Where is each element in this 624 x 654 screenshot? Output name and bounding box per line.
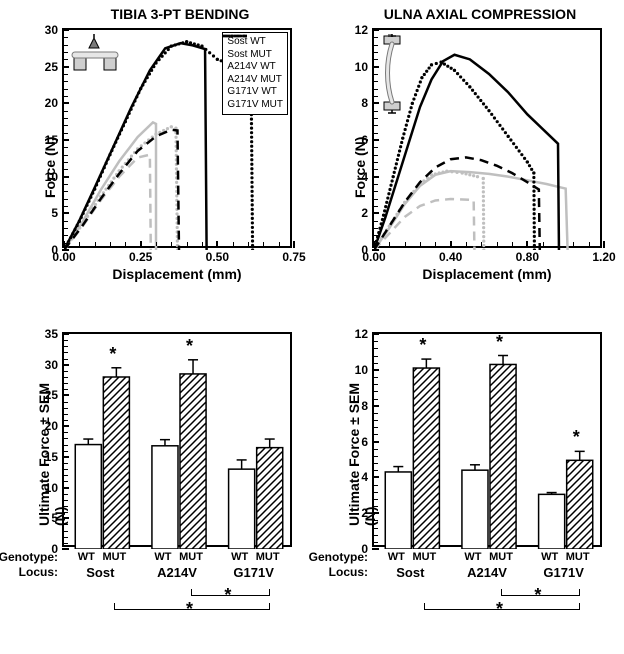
legend: Sost WTSost MUTA214V WTA214V MUTG171V WT… xyxy=(222,32,288,115)
figure-root: TIBIA 3-PT BENDING Sost WTSost MUTA214V … xyxy=(0,0,624,654)
sig-star: * xyxy=(109,344,116,365)
bar-label: WT xyxy=(148,551,178,563)
title-ulna: ULNA AXIAL COMPRESSION xyxy=(360,6,600,22)
bar-label: WT xyxy=(71,551,101,563)
bar-ulna: 024681012 xyxy=(372,332,602,547)
sig-bracket-star: * xyxy=(186,599,193,620)
xlabel-ulna: Displacement (mm) xyxy=(372,266,602,282)
bar-label: MUT xyxy=(486,551,516,563)
locus-label: A214V xyxy=(142,565,212,580)
bar-tibia: 05101520253035 xyxy=(62,332,292,547)
bar-label: MUT xyxy=(563,551,593,563)
locus-label: Sost xyxy=(375,565,445,580)
legend-label: Sost MUT xyxy=(227,49,271,62)
ylabel-ulna: Force (N) xyxy=(352,78,368,198)
bar-label: MUT xyxy=(99,551,129,563)
tibia-icon xyxy=(68,34,122,74)
bar-label: WT xyxy=(381,551,411,563)
sig-bracket-star: * xyxy=(496,599,503,620)
legend-row: A214V MUT xyxy=(227,74,283,87)
legend-label: A214V MUT xyxy=(227,74,281,87)
chart-tibia: Sost WTSost MUTA214V WTA214V MUTG171V WT… xyxy=(62,28,292,248)
ylabel-bar-ulna: Ultimate Force ± SEM (N) xyxy=(346,366,378,526)
locus-label: A214V xyxy=(452,565,522,580)
locus-label: G171V xyxy=(529,565,599,580)
sig-star: * xyxy=(186,336,193,357)
legend-label: G171V WT xyxy=(227,86,276,99)
bar-label: WT xyxy=(535,551,565,563)
legend-row: G171V MUT xyxy=(227,99,283,112)
bar-label: MUT xyxy=(409,551,439,563)
sig-star: * xyxy=(419,335,426,356)
chart-ulna: 0246810120.000.400.801.20 xyxy=(372,28,602,248)
row-label-genotype-l: Genotype: xyxy=(0,551,58,564)
legend-label: A214V WT xyxy=(227,61,275,74)
bar-label: MUT xyxy=(253,551,283,563)
legend-label: G171V MUT xyxy=(227,99,283,112)
bar-tibia-svg xyxy=(64,334,294,549)
bar-label: MUT xyxy=(176,551,206,563)
legend-row: A214V WT xyxy=(227,61,283,74)
title-tibia: TIBIA 3-PT BENDING xyxy=(70,6,290,22)
ylabel-tibia: Force (N) xyxy=(42,78,58,198)
legend-row: Sost MUT xyxy=(227,49,283,62)
locus-label: Sost xyxy=(65,565,135,580)
ulna-icon xyxy=(374,34,410,114)
row-label-genotype-r: Genotype: xyxy=(306,551,368,564)
row-label-locus-r: Locus: xyxy=(306,566,368,579)
bar-label: WT xyxy=(458,551,488,563)
ylabel-bar-tibia: Ultimate Force ± SEM (N) xyxy=(36,366,68,526)
bar-ulna-svg xyxy=(374,334,604,549)
xlabel-tibia: Displacement (mm) xyxy=(62,266,292,282)
bar-label: WT xyxy=(225,551,255,563)
sig-star: * xyxy=(496,332,503,353)
locus-label: G171V xyxy=(219,565,289,580)
legend-row: G171V WT xyxy=(227,86,283,99)
sig-star: * xyxy=(573,427,580,448)
row-label-locus-l: Locus: xyxy=(0,566,58,579)
